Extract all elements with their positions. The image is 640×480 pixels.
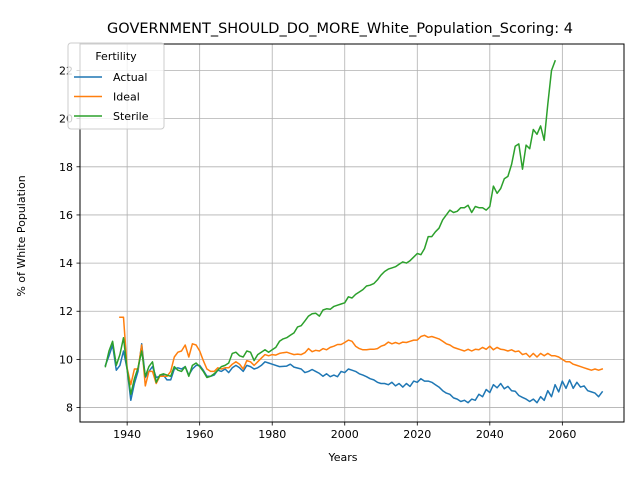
legend-label-sterile: Sterile bbox=[113, 110, 149, 123]
legend-label-ideal: Ideal bbox=[113, 91, 140, 104]
y-tick-label: 16 bbox=[59, 209, 73, 222]
x-tick-label: 1980 bbox=[258, 428, 286, 441]
series-lines bbox=[104, 59, 604, 404]
y-axis-label: % of White Population bbox=[15, 175, 28, 296]
x-tick-label: 2000 bbox=[331, 428, 359, 441]
y-tick-label: 10 bbox=[59, 353, 73, 366]
y-tick-label: 14 bbox=[59, 257, 73, 270]
chart-title: GOVERNMENT_SHOULD_DO_MORE_White_Populati… bbox=[107, 21, 573, 37]
y-tick-label: 12 bbox=[59, 305, 73, 318]
x-axis-ticks: 1940 1960 1980 2000 2020 2040 2060 bbox=[113, 422, 576, 441]
x-axis-label: Years bbox=[327, 451, 357, 464]
plot-frame bbox=[79, 43, 625, 423]
x-tick-label: 1940 bbox=[113, 428, 141, 441]
series-line-sterile bbox=[104, 59, 557, 396]
y-tick-label: 18 bbox=[59, 161, 73, 174]
x-tick-label: 2020 bbox=[403, 428, 431, 441]
legend-label-actual: Actual bbox=[113, 71, 147, 84]
x-tick-label: 1960 bbox=[186, 428, 214, 441]
legend-title: Fertility bbox=[95, 50, 137, 63]
y-tick-label: 8 bbox=[66, 402, 73, 415]
legend-box bbox=[67, 42, 165, 130]
x-tick-label: 2040 bbox=[476, 428, 504, 441]
series-line-ideal bbox=[119, 316, 604, 387]
grid bbox=[80, 44, 624, 422]
x-tick-label: 2060 bbox=[548, 428, 576, 441]
legend: Fertility Actual Ideal Sterile bbox=[67, 42, 165, 130]
